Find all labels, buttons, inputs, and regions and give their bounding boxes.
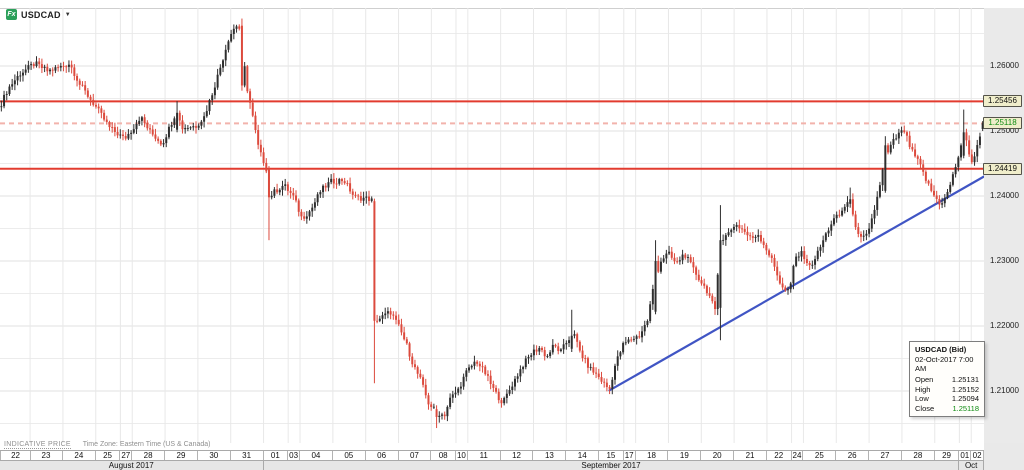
date-cell: 01 [960,451,972,460]
tooltip-row-value: 1.25152 [951,384,979,394]
date-cell: 06 [366,451,399,460]
date-cell: 01 [264,451,289,460]
date-cell: 10 [456,451,468,460]
tooltip-row-value: 1.25118 [952,403,979,413]
date-cell: 19 [668,451,702,460]
ohlc-tooltip: USDCAD (Bid) 02-Oct-2017 7:00 AM Open 1.2… [909,341,985,417]
fx-icon: Fx [6,9,17,20]
trend-line[interactable] [608,175,986,392]
y-axis-label: 1.23000 [990,256,1019,265]
date-cell: 12 [501,451,534,460]
x-axis-date-row: 22 23 24 25 27 28 29 30 31 01 03 04 05 06 07 08 10 11 12 13… [0,450,984,461]
instrument-selector[interactable]: Fx USDCAD ▼ [6,9,71,20]
tooltip-row: Close 1.25118 [915,404,979,414]
tooltip-title: USDCAD (Bid) [915,345,967,354]
y-axis-label: 1.24000 [990,191,1019,200]
tooltip-row-value: 1.25094 [951,394,979,403]
month-label: August 2017 [0,461,264,470]
date-cell: 28 [132,451,166,460]
month-label: Oct [959,461,984,470]
date-cell: 29 [935,451,960,460]
date-cell: 27 [121,451,133,460]
date-cell: 24 [63,451,96,460]
date-cell: 27 [869,451,902,460]
date-cell: 13 [533,451,567,460]
y-axis-label: 1.21000 [990,386,1019,395]
date-cell: 25 [803,451,837,460]
tooltip-row-label: Open [915,375,934,384]
date-cell: 18 [636,451,669,460]
chevron-down-icon: ▼ [64,11,71,18]
y-axis-label: 1.25000 [990,126,1019,135]
tooltip-row-label: Low [915,394,929,403]
x-axis-tick-strip [0,443,984,450]
date-cell: 15 [599,451,624,460]
date-cell: 22 [0,451,32,460]
date-cell: 23 [30,451,63,460]
y-axis-label: 1.26000 [990,61,1019,70]
date-cell: 17 [624,451,636,460]
tooltip-row-label: Close [915,403,935,413]
date-cell: 03 [289,451,301,460]
date-cell: 20 [701,451,735,460]
tooltip-row: Low 1.25094 [915,394,979,404]
plot-background [0,8,984,443]
footer-timezone-label: Time Zone: Eastern Time (US & Canada) [82,441,211,448]
date-cell: 28 [902,451,935,460]
price-tag-level[interactable]: 1.25456 [983,95,1022,108]
date-cell: 05 [333,451,366,460]
date-cell: 25 [96,451,121,460]
x-axis-month-row: August 2017 September 2017 Oct [0,461,984,470]
tooltip-datetime: 02-Oct-2017 7:00 AM [915,355,974,373]
tooltip-row-label: High [915,384,931,394]
footer-indicative-label: INDICATIVE PRICE [4,441,71,449]
date-cell: 22 [767,451,792,460]
footer-note: INDICATIVE PRICE Time Zone: Eastern Time… [4,441,211,449]
date-cell: 14 [566,451,600,460]
tooltip-row-value: 1.25131 [951,375,979,384]
month-label: September 2017 [264,461,960,470]
date-cell: 11 [468,451,501,460]
date-cell: 29 [165,451,198,460]
tooltip-row: High 1.25152 [915,385,979,395]
date-cell: 21 [734,451,767,460]
date-cell: 07 [399,451,432,460]
instrument-symbol: USDCAD [21,9,61,20]
price-tag-current: 1.25118 [983,117,1022,130]
date-cell: 30 [198,451,231,460]
candles-layer [0,18,984,429]
date-cell: 26 [836,451,870,460]
date-cell: 24 [792,451,804,460]
y-axis [984,8,1024,443]
date-cell: 31 [231,451,264,460]
date-cell: 04 [300,451,333,460]
date-cell: 08 [431,451,456,460]
price-tag-level[interactable]: 1.24419 [983,162,1022,175]
y-axis-label: 1.22000 [990,321,1019,330]
tooltip-row: Open 1.25131 [915,375,979,385]
date-cell: 02 [971,451,984,460]
